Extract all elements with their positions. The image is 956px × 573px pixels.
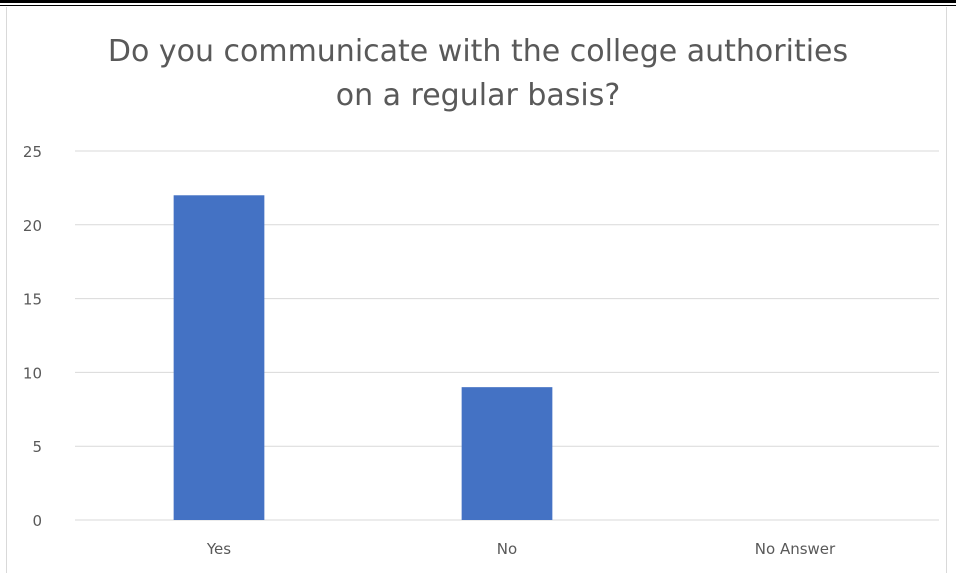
y-tick-label-20: 20 (23, 217, 42, 235)
x-tick-label-no-answer: No Answer (755, 540, 836, 558)
y-tick-label-10: 10 (23, 364, 42, 382)
x-tick-label-no: No (497, 540, 517, 558)
top-border-thick (0, 0, 956, 3)
bar-no (461, 387, 553, 520)
top-border-thin (0, 5, 956, 6)
y-tick-label-5: 5 (32, 438, 42, 456)
y-tick-label-25: 25 (23, 143, 42, 161)
bar-yes (173, 195, 265, 520)
chart-title-line-2: on a regular basis? (335, 78, 621, 113)
y-tick-label-0: 0 (32, 512, 42, 530)
chart-frame (6, 7, 947, 573)
chart-title: Do you communicate with the college auth… (0, 30, 956, 118)
x-tick-label-yes: Yes (206, 540, 231, 558)
chart-title-line-1: Do you communicate with the college auth… (107, 34, 849, 69)
y-tick-label-15: 15 (23, 291, 42, 309)
